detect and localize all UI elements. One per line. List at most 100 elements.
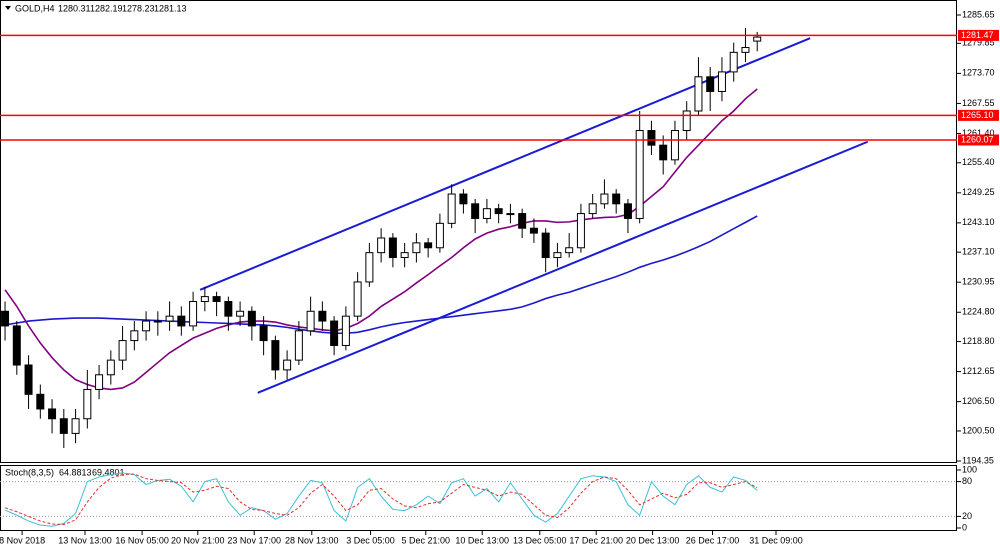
candle-body: [435, 222, 444, 249]
candle-body: [36, 393, 45, 410]
candle-body: [83, 388, 92, 420]
y-tick-label: 1237.10: [962, 247, 995, 257]
candle-body: [1, 310, 10, 327]
candle-body: [365, 252, 374, 283]
y-tick-label: 1224.80: [962, 307, 995, 317]
candle-body: [224, 301, 233, 317]
candle-body: [659, 144, 668, 161]
y-tick-label: 1218.80: [962, 336, 995, 346]
price-level-label: 1265.10: [961, 110, 994, 120]
x-tick-label: 3 Dec 05:00: [346, 535, 395, 545]
candle-body: [142, 320, 151, 332]
candle-body: [447, 193, 456, 224]
candle-body: [482, 208, 491, 219]
candle-body: [753, 36, 762, 42]
open-value: 1280.31: [58, 3, 91, 13]
candle-body: [494, 208, 503, 215]
candle-body: [247, 310, 256, 327]
candle-body: [635, 130, 644, 219]
candle-body: [377, 237, 386, 254]
x-tick-label: 28 Nov 13:00: [285, 535, 339, 545]
x-tick-label: 31 Dec 09:00: [749, 535, 803, 545]
candle-body: [459, 193, 468, 205]
close-value: 1281.13: [154, 3, 187, 13]
candle-body: [59, 418, 68, 434]
x-tick-label: 20 Nov 21:00: [171, 535, 225, 545]
price-panel: [0, 0, 957, 463]
x-tick-label: 8 Nov 2018: [0, 535, 45, 545]
candle-body: [682, 110, 691, 132]
candle-body: [518, 213, 527, 229]
y-tick-label: 1243.10: [962, 217, 995, 227]
y-tick-label: 1285.65: [962, 9, 995, 19]
candle-body: [541, 232, 550, 259]
candle-body: [24, 364, 33, 395]
y-tick-label: 20: [962, 511, 972, 521]
x-tick-label: 20 Dec 13:00: [626, 535, 680, 545]
menu-icon: [5, 6, 11, 10]
candle-body: [283, 359, 292, 371]
y-tick-label: 1279.85: [962, 38, 995, 48]
moving-average: [4, 215, 758, 335]
stoch-signal-value: 69.4801: [92, 467, 125, 477]
candle-body: [600, 193, 609, 205]
x-tick-label: 16 Nov 05:00: [115, 535, 169, 545]
candle-body: [118, 340, 127, 361]
stoch-label: Stoch(8,3,5): [5, 467, 54, 477]
candle-body: [529, 227, 538, 234]
y-tick-label: 100: [962, 464, 977, 474]
candle-body: [588, 203, 597, 215]
candle-body: [717, 71, 726, 92]
y-tick-label: 1200.50: [962, 425, 995, 435]
y-tick-label: 1273.70: [962, 68, 995, 78]
y-tick-label: 1249.25: [962, 187, 995, 197]
candle-body: [353, 281, 362, 317]
candle-body: [741, 46, 750, 53]
y-tick-label: 1261.40: [962, 128, 995, 138]
x-tick-label: 13 Dec 05:00: [513, 535, 567, 545]
candle-body: [294, 330, 303, 361]
low-value: 1278.23: [122, 3, 155, 13]
price-level-box: [958, 29, 999, 41]
candle-body: [71, 418, 80, 434]
candle-body: [471, 203, 480, 219]
candle-body: [412, 242, 421, 254]
y-tick-label: 1230.95: [962, 277, 995, 287]
y-tick-label: 1194.35: [962, 455, 994, 465]
high-value: 1282.19: [90, 3, 123, 13]
candle-body: [95, 374, 104, 390]
candle-body: [153, 320, 162, 323]
symbol-label: GOLD,H4: [15, 3, 55, 13]
candle-body: [189, 301, 198, 327]
y-tick-label: 1206.50: [962, 396, 995, 406]
candle-body: [506, 213, 515, 216]
candle-body: [177, 315, 186, 327]
candle-body: [48, 408, 57, 420]
x-tick-label: 5 Dec 21:00: [402, 535, 451, 545]
candle-body: [424, 242, 433, 249]
candle-body: [694, 76, 703, 112]
x-tick-label: 17 Dec 21:00: [569, 535, 623, 545]
candle-body: [200, 296, 209, 303]
candle-body: [212, 296, 221, 303]
candle-body: [388, 237, 397, 259]
candle-body: [106, 359, 115, 376]
candle-body: [318, 310, 327, 322]
candle-body: [306, 310, 315, 332]
price-level-box: [958, 109, 999, 121]
candle-body: [12, 325, 21, 366]
candle-body: [330, 320, 339, 346]
y-tick-label: 1212.65: [962, 366, 995, 376]
stoch-panel: [0, 465, 957, 531]
x-tick-label: 26 Dec 17:00: [686, 535, 740, 545]
stoch-line: [4, 473, 758, 526]
y-tick-label: 80: [962, 476, 972, 486]
candle-body: [553, 252, 562, 259]
candle-body: [706, 76, 715, 92]
candle-body: [271, 340, 280, 371]
y-tick-label: 1255.40: [962, 157, 995, 167]
candle-body: [729, 51, 738, 73]
candle-body: [612, 193, 621, 205]
y-tick-label: 1267.55: [962, 98, 995, 108]
